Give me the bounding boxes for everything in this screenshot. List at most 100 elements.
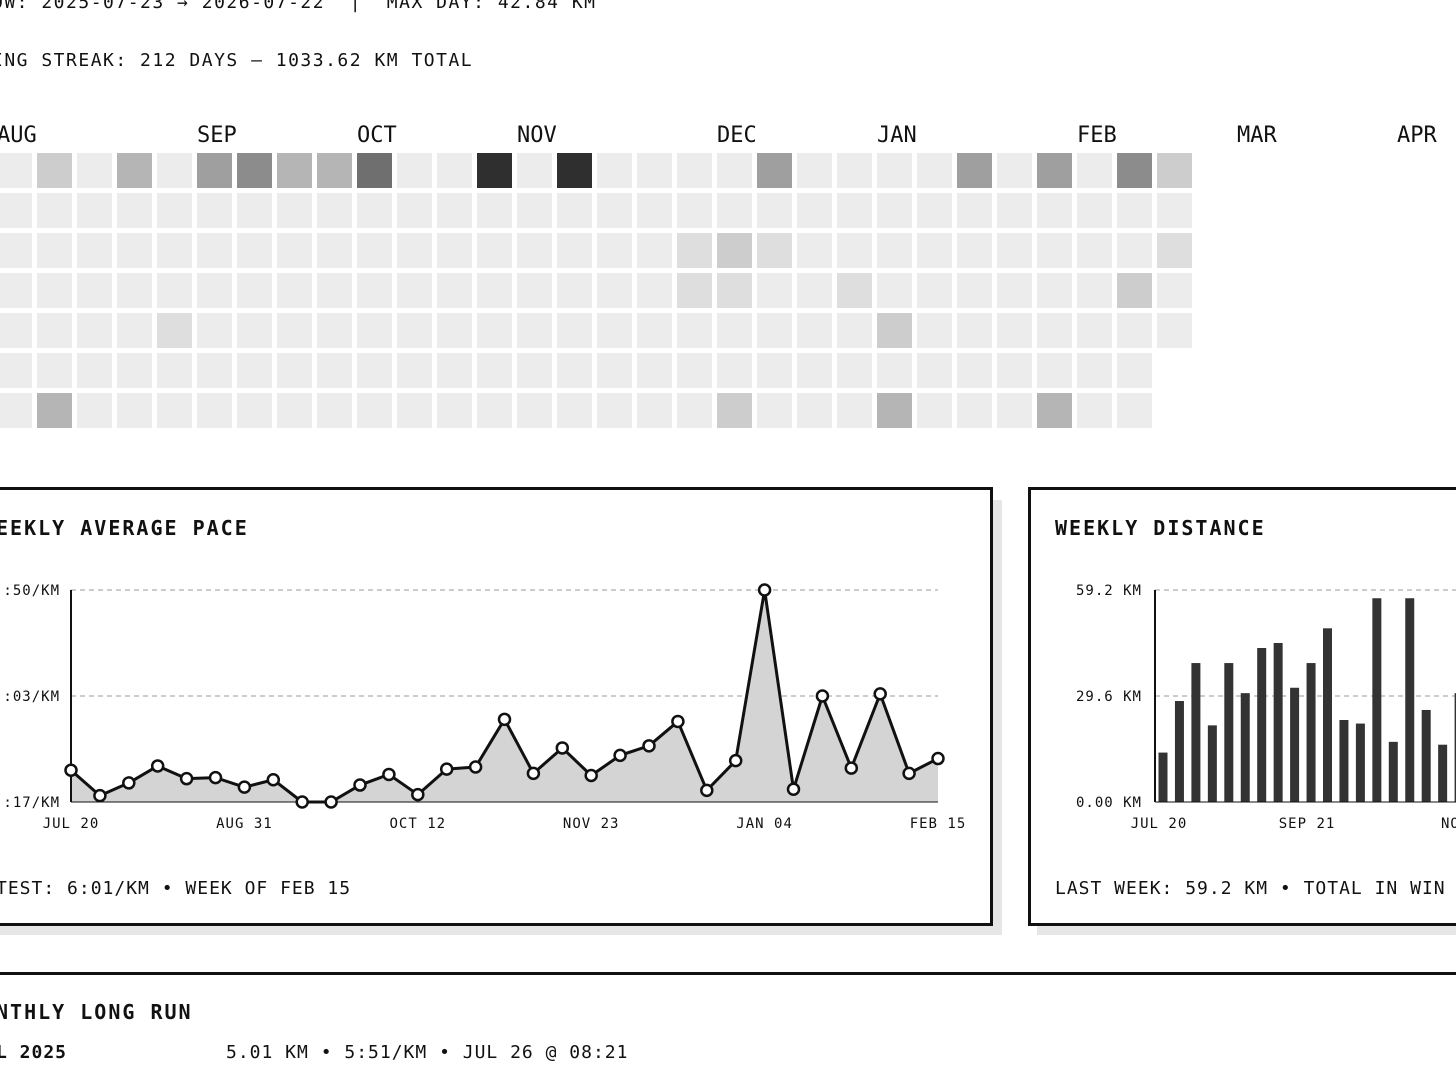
heatmap-day-cell[interactable] bbox=[37, 313, 72, 348]
heatmap-day-cell[interactable] bbox=[157, 353, 192, 388]
heatmap-day-cell[interactable] bbox=[597, 153, 632, 188]
distance-bar[interactable] bbox=[1224, 663, 1234, 802]
heatmap-day-cell[interactable] bbox=[477, 233, 512, 268]
heatmap-day-cell[interactable] bbox=[757, 313, 792, 348]
pace-point[interactable] bbox=[700, 783, 714, 798]
heatmap-day-cell[interactable] bbox=[637, 313, 672, 348]
distance-bar[interactable] bbox=[1323, 628, 1332, 802]
heatmap-day-cell[interactable] bbox=[277, 153, 312, 188]
heatmap-day-cell[interactable] bbox=[597, 353, 632, 388]
pace-point[interactable] bbox=[382, 767, 396, 782]
pace-point[interactable] bbox=[295, 795, 309, 809]
heatmap-day-cell[interactable] bbox=[957, 153, 992, 188]
heatmap-day-cell[interactable] bbox=[717, 313, 752, 348]
heatmap-day-cell[interactable] bbox=[917, 273, 952, 308]
heatmap-day-cell[interactable] bbox=[757, 393, 792, 428]
heatmap-day-cell[interactable] bbox=[1077, 313, 1112, 348]
heatmap-day-cell[interactable] bbox=[437, 393, 472, 428]
heatmap-day-cell[interactable] bbox=[637, 153, 672, 188]
heatmap-day-cell[interactable] bbox=[77, 153, 112, 188]
heatmap-day-cell[interactable] bbox=[157, 193, 192, 228]
heatmap-day-cell[interactable] bbox=[197, 273, 232, 308]
pace-point[interactable] bbox=[613, 748, 627, 763]
heatmap-day-cell[interactable] bbox=[797, 233, 832, 268]
heatmap-day-cell[interactable] bbox=[1037, 153, 1072, 188]
pace-point[interactable] bbox=[844, 761, 859, 775]
distance-bar[interactable] bbox=[1158, 752, 1168, 802]
heatmap-day-cell[interactable] bbox=[357, 313, 392, 348]
heatmap-day-cell[interactable] bbox=[797, 273, 832, 308]
distance-bar[interactable] bbox=[1438, 744, 1448, 802]
heatmap-day-cell[interactable] bbox=[1077, 193, 1112, 228]
heatmap-day-cell[interactable] bbox=[1037, 313, 1072, 348]
heatmap-day-cell[interactable] bbox=[0, 233, 32, 268]
heatmap-day-cell[interactable] bbox=[237, 153, 272, 188]
heatmap-day-cell[interactable] bbox=[837, 393, 872, 428]
heatmap-day-cell[interactable] bbox=[1037, 393, 1072, 428]
heatmap-day-cell[interactable] bbox=[557, 313, 592, 348]
heatmap-day-cell[interactable] bbox=[757, 233, 792, 268]
distance-bar[interactable] bbox=[1388, 741, 1398, 802]
heatmap-day-cell[interactable] bbox=[717, 193, 752, 228]
heatmap-day-cell[interactable] bbox=[117, 393, 152, 428]
heatmap-day-cell[interactable] bbox=[397, 153, 432, 188]
heatmap-day-cell[interactable] bbox=[717, 353, 752, 388]
distance-bar[interactable] bbox=[1207, 725, 1217, 802]
heatmap-day-cell[interactable] bbox=[957, 273, 992, 308]
heatmap-day-cell[interactable] bbox=[637, 273, 672, 308]
heatmap-day-cell[interactable] bbox=[1037, 273, 1072, 308]
heatmap-day-cell[interactable] bbox=[197, 153, 232, 188]
heatmap-day-cell[interactable] bbox=[157, 273, 192, 308]
heatmap-day-cell[interactable] bbox=[877, 273, 912, 308]
heatmap-day-cell[interactable] bbox=[1117, 353, 1152, 388]
heatmap-day-cell[interactable] bbox=[237, 193, 272, 228]
heatmap-day-cell[interactable] bbox=[397, 313, 432, 348]
pace-point[interactable] bbox=[902, 766, 916, 781]
heatmap-day-cell[interactable] bbox=[997, 193, 1032, 228]
heatmap-day-cell[interactable] bbox=[557, 193, 592, 228]
heatmap-day-cell[interactable] bbox=[0, 393, 32, 428]
distance-bar[interactable] bbox=[1290, 687, 1300, 802]
heatmap-day-cell[interactable] bbox=[557, 273, 592, 308]
heatmap-day-cell[interactable] bbox=[237, 313, 272, 348]
heatmap-day-cell[interactable] bbox=[117, 313, 152, 348]
heatmap-day-cell[interactable] bbox=[277, 353, 312, 388]
heatmap-day-cell[interactable] bbox=[597, 313, 632, 348]
heatmap-day-cell[interactable] bbox=[477, 393, 512, 428]
heatmap-day-cell[interactable] bbox=[597, 233, 632, 268]
heatmap-day-cell[interactable] bbox=[117, 353, 152, 388]
heatmap-day-cell[interactable] bbox=[0, 273, 32, 308]
heatmap-day-cell[interactable] bbox=[1037, 193, 1072, 228]
heatmap-day-cell[interactable] bbox=[797, 393, 832, 428]
heatmap-day-cell[interactable] bbox=[397, 353, 432, 388]
pace-point[interactable] bbox=[786, 782, 801, 797]
pace-point[interactable] bbox=[497, 712, 512, 727]
distance-bar[interactable] bbox=[1454, 693, 1456, 802]
heatmap-day-cell[interactable] bbox=[37, 233, 72, 268]
heatmap-day-cell[interactable] bbox=[1157, 233, 1192, 268]
pace-point[interactable] bbox=[526, 766, 541, 781]
distance-bar[interactable] bbox=[1273, 643, 1283, 802]
heatmap-day-cell[interactable] bbox=[37, 393, 72, 428]
heatmap-day-cell[interactable] bbox=[1037, 233, 1072, 268]
pace-point[interactable] bbox=[353, 778, 367, 792]
heatmap-day-cell[interactable] bbox=[197, 353, 232, 388]
pace-point[interactable] bbox=[728, 753, 743, 768]
heatmap-day-cell[interactable] bbox=[77, 233, 112, 268]
heatmap-day-cell[interactable] bbox=[677, 273, 712, 308]
heatmap-day-cell[interactable] bbox=[637, 393, 672, 428]
heatmap-day-cell[interactable] bbox=[837, 273, 872, 308]
heatmap-day-cell[interactable] bbox=[0, 313, 32, 348]
heatmap-day-cell[interactable] bbox=[757, 153, 792, 188]
heatmap-day-cell[interactable] bbox=[957, 353, 992, 388]
heatmap-day-cell[interactable] bbox=[517, 193, 552, 228]
pace-point[interactable] bbox=[642, 739, 656, 753]
heatmap-day-cell[interactable] bbox=[717, 393, 752, 428]
heatmap-day-cell[interactable] bbox=[197, 193, 232, 228]
pace-point[interactable] bbox=[757, 583, 772, 597]
heatmap-day-cell[interactable] bbox=[837, 353, 872, 388]
heatmap-day-cell[interactable] bbox=[677, 233, 712, 268]
heatmap-day-cell[interactable] bbox=[437, 313, 472, 348]
heatmap-day-cell[interactable] bbox=[117, 233, 152, 268]
heatmap-day-cell[interactable] bbox=[237, 233, 272, 268]
